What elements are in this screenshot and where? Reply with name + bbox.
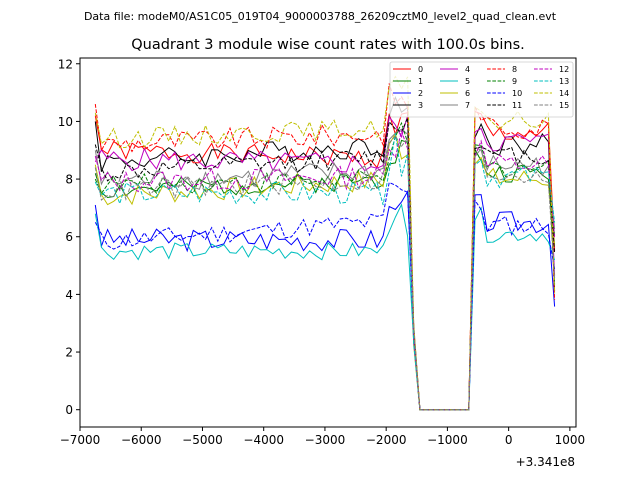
series-line-5 <box>94 203 556 411</box>
legend-frame <box>389 61 574 118</box>
x-tick-label: −5000 <box>182 433 223 447</box>
x-tick-label: −3000 <box>305 433 346 447</box>
legend-entry-label: 2 <box>418 89 423 98</box>
chart-title: Quadrant 3 module wise count rates with … <box>131 37 525 53</box>
plot-frame <box>79 57 577 428</box>
y-tick-label: 0 <box>65 403 73 417</box>
series-line-4 <box>94 115 556 411</box>
series-layer <box>94 75 556 411</box>
legend-entry-label: 8 <box>512 65 517 74</box>
series-line-2 <box>94 189 556 411</box>
series-line-3 <box>94 95 556 411</box>
x-offset-label: +3.341e8 <box>516 455 575 469</box>
legend-entry-label: 6 <box>465 89 470 98</box>
series-line-6 <box>94 132 556 411</box>
legend-entry-label: 1 <box>418 77 423 86</box>
series-line-15 <box>94 135 556 411</box>
x-tick-label: −1000 <box>427 433 468 447</box>
figure-suptitle: Data file: modeM0/AS1C05_019T04_90000037… <box>84 10 557 23</box>
legend-entry-label: 9 <box>512 77 517 86</box>
legend-entry-label: 0 <box>418 65 423 74</box>
x-tick-label: −2000 <box>366 433 407 447</box>
series-line-1 <box>94 139 556 411</box>
legend-entry-label: 5 <box>465 77 470 86</box>
series-line-10 <box>94 181 556 411</box>
x-tick-label: −4000 <box>243 433 284 447</box>
y-tick-label: 2 <box>65 346 73 360</box>
legend-entry-label: 3 <box>418 101 423 110</box>
legend-entry-label: 15 <box>559 101 569 110</box>
y-tick-label: 4 <box>65 288 73 302</box>
series-line-12 <box>94 129 556 411</box>
y-tick-label: 10 <box>58 115 73 129</box>
legend-entry-label: 13 <box>559 77 569 86</box>
legend-entry-label: 10 <box>512 89 522 98</box>
legend-entry-label: 7 <box>465 101 470 110</box>
x-tick-label: 1000 <box>555 433 586 447</box>
legend-entry-label: 11 <box>512 101 522 110</box>
series-line-13 <box>94 133 556 411</box>
x-tick-label: −6000 <box>121 433 162 447</box>
legend-entry-label: 12 <box>559 65 569 74</box>
series-line-9 <box>94 121 556 411</box>
y-tick-label: 8 <box>65 173 73 187</box>
y-tick-label: 12 <box>58 57 73 71</box>
legend-entry-label: 14 <box>559 89 569 98</box>
legend-entry-label: 4 <box>465 65 470 74</box>
x-axis: −7000 −6000 −5000 −4000 −3000 −2000 −1000 0 1000 <box>60 427 585 447</box>
y-axis: 0 2 4 6 8 10 12 <box>58 57 80 417</box>
x-tick-label: −7000 <box>60 433 101 447</box>
x-tick-label: 0 <box>505 433 513 447</box>
y-tick-label: 6 <box>65 230 73 244</box>
